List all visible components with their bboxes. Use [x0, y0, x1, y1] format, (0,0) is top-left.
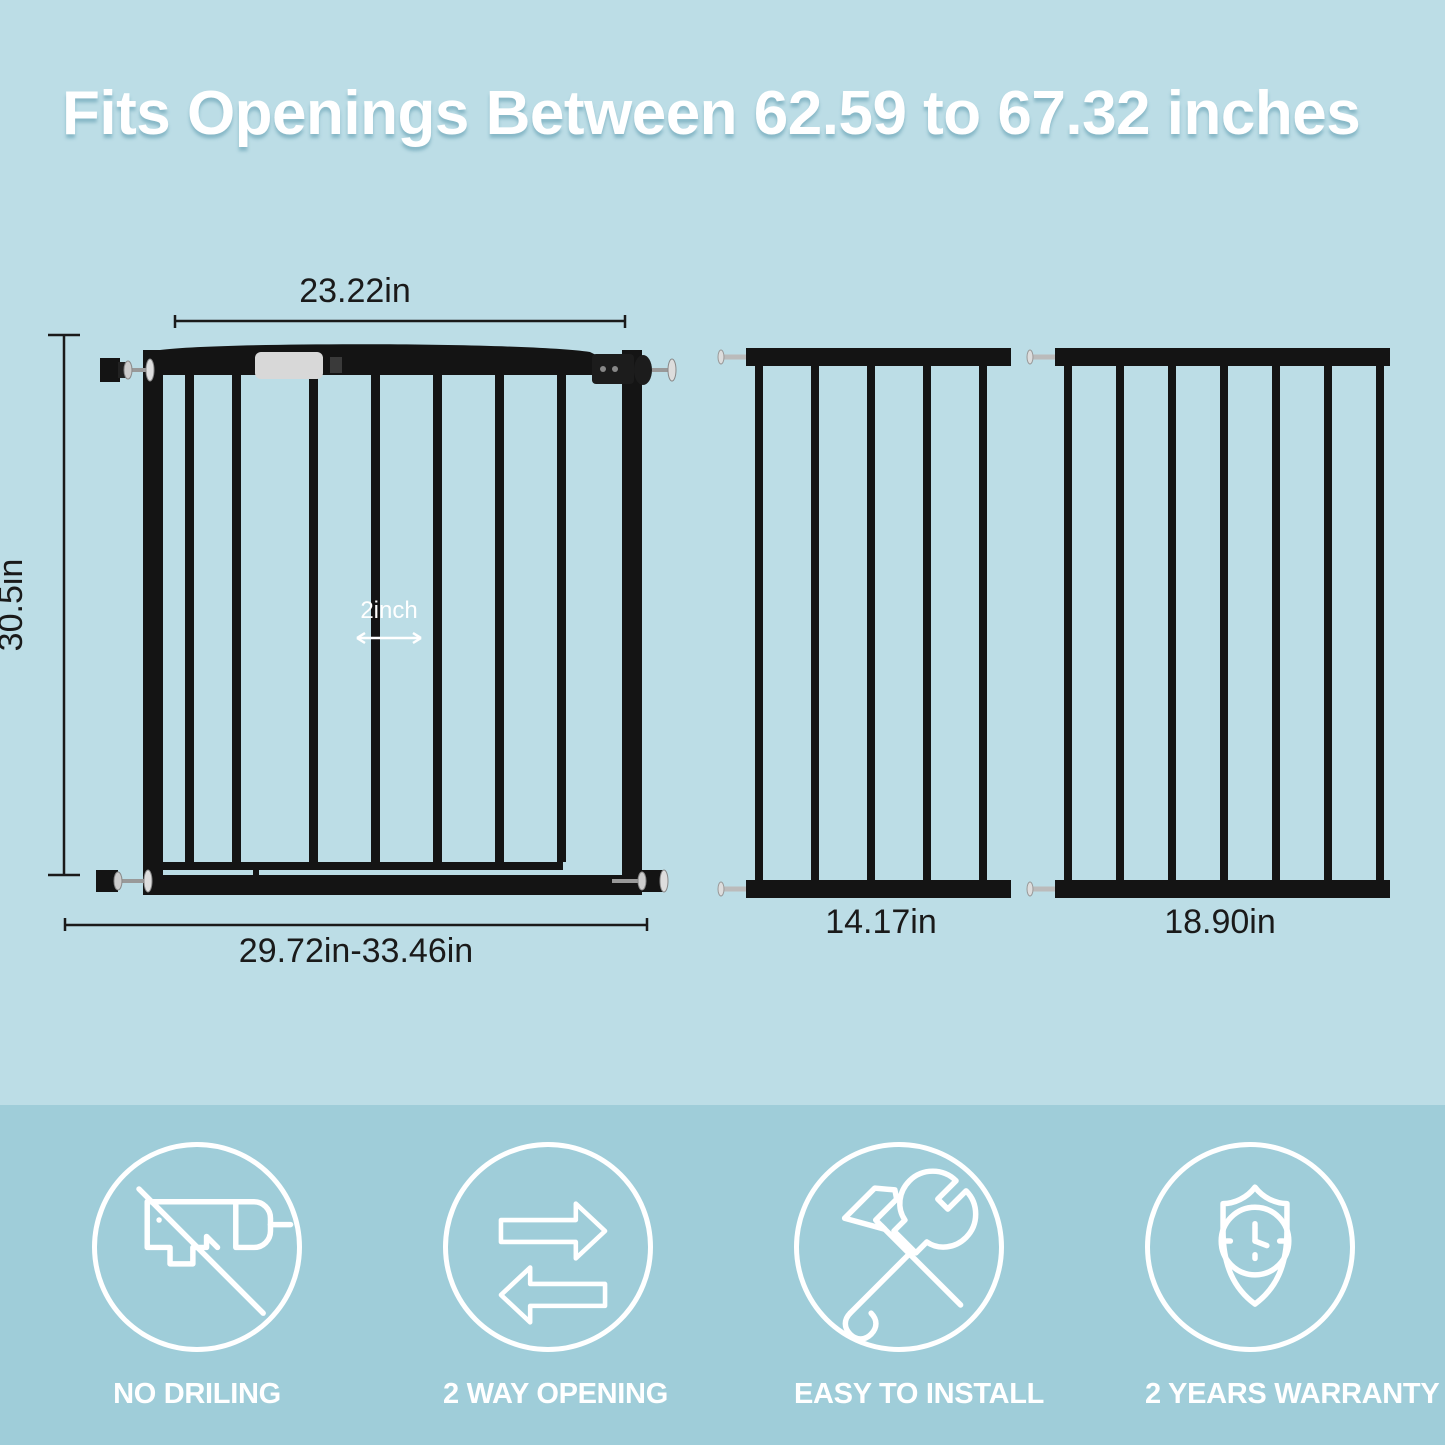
svg-text:29.72in-33.46in: 29.72in-33.46in [239, 932, 473, 970]
svg-text:2inch: 2inch [360, 597, 417, 624]
svg-text:23.22in: 23.22in [299, 272, 411, 310]
svg-text:14.17in: 14.17in [825, 903, 937, 938]
svg-text:18.90in: 18.90in [1164, 903, 1276, 938]
svg-text:30.5in: 30.5in [0, 559, 30, 652]
